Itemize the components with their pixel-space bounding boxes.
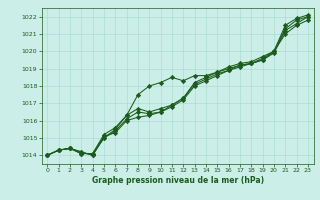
X-axis label: Graphe pression niveau de la mer (hPa): Graphe pression niveau de la mer (hPa)	[92, 176, 264, 185]
